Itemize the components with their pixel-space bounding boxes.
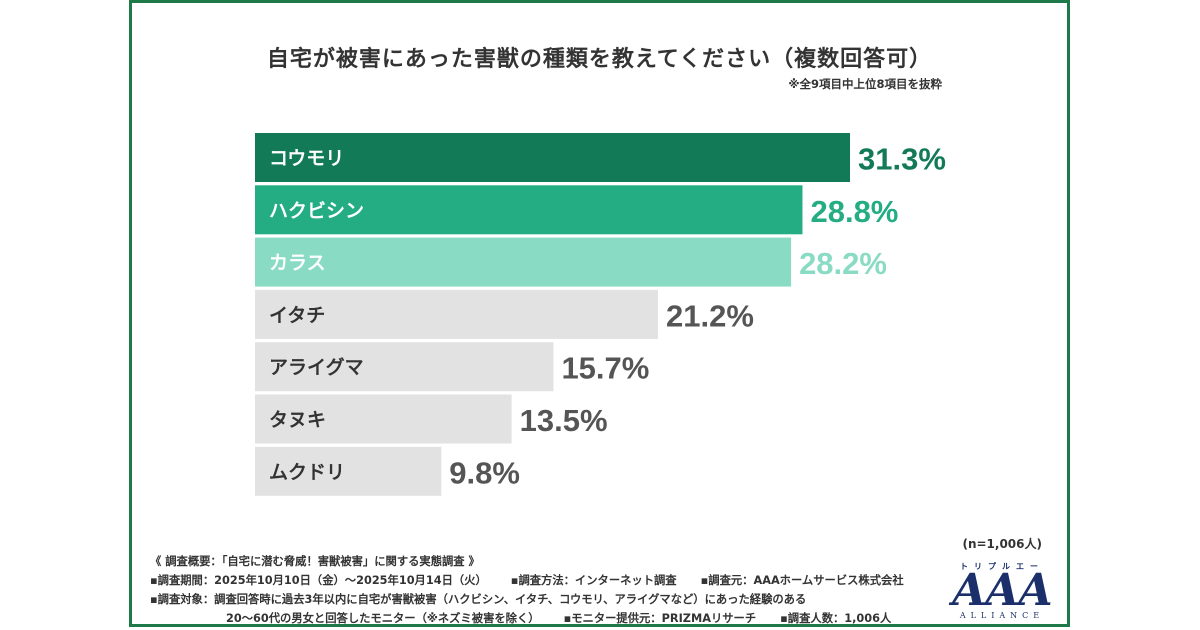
footer-count: ▪調査人数：1,006人 [780,612,892,625]
bar-1 [255,133,850,182]
footer-provider: ▪モニター提供元：PRIZMAリサーチ [563,612,757,625]
aaa-alliance-logo: トリプルエー AAA ALLIANCE [944,556,1060,626]
logo-sub: ALLIANCE [959,611,1045,620]
bar-value-label: 28.8% [810,194,898,229]
survey-footer: 《 調査概要：「自宅に潜む脅威！害獣被害」に関する実態調査 》 ▪調査期間：20… [150,552,904,628]
logo-main: AAA [952,565,1052,616]
bar-6 [255,394,512,444]
sample-size: (n=1,006人) [962,537,1042,551]
bar-value-label: 9.8% [449,455,520,490]
logo-kana: トリプルエー [960,562,1044,571]
footer-source: ▪調査元：AAAホームサービス株式会社 [700,574,904,587]
bar-value-label: 13.5% [520,403,608,438]
footer-row-3: 20〜60代の男女と回答したモニター（※ネズミ被害を除く） ▪モニター提供元：PR… [150,609,904,628]
frame-top-border [129,0,1070,3]
bar-3 [255,237,792,287]
bar-category-label: イタチ [269,304,325,326]
footer-row-1: ▪調査期間：2025年10月10日（金）〜2025年10月14日（火） ▪調査方法… [150,571,904,590]
bar-value-label: 21.2% [666,298,754,333]
bar-category-label: ムクドリ [269,461,345,483]
footer-period: ▪調査期間：2025年10月10日（金）〜2025年10月14日（火） [150,574,487,587]
footer-target: ▪調査対象：調査回答時に過去3年以内に自宅が害獣被害（ハクビシン、イタチ、コウモ… [150,593,807,606]
footer-method: ▪調査方法：インターネット調査 [510,574,677,587]
bar-2 [255,185,803,235]
bar-category-label: タヌキ [269,409,326,431]
bar-5 [255,342,554,392]
footer-heading: 《 調査概要：「自宅に潜む脅威！害獣被害」に関する実態調査 》 [150,555,480,568]
bar-category-label: アライグマ [269,356,364,379]
footer-target-2: 20〜60代の男女と回答したモニター（※ネズミ被害を除く） [226,612,540,625]
bar-value-label: 15.7% [561,351,649,386]
bar-7 [255,446,442,496]
frame-border [129,0,1070,627]
bar-value-label: 31.3% [858,142,946,177]
chart-note: ※全9項目中上位8項目を抜粋 [788,77,942,91]
bar-category-label: ハクビシン [269,200,364,222]
bar-4 [255,289,659,339]
bar-value-label: 28.2% [799,246,887,281]
bar-category-label: コウモリ [269,148,344,170]
chart-title: 自宅が被害にあった害獣の種類を教えてください（複数回答可） [266,47,933,72]
bar-category-label: カラス [269,252,326,274]
